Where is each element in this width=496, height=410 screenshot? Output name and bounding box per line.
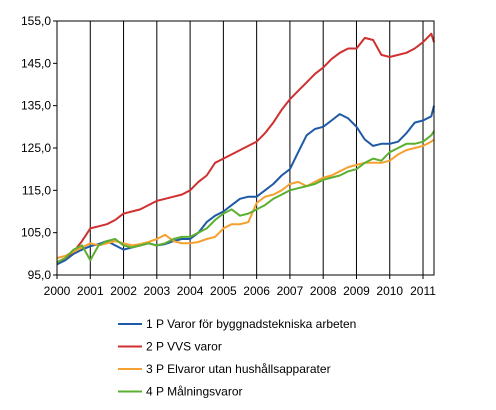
x-tick-label: 2007 (277, 284, 304, 298)
y-tick-label: 145,0 (21, 56, 51, 70)
legend-label-1: 1 P Varor för byggnadstekniska arbeten (146, 317, 356, 331)
x-tick-label: 2000 (44, 284, 71, 298)
x-tick-label: 2011 (410, 284, 436, 298)
x-tick-label: 2006 (243, 284, 270, 298)
y-tick-label: 125,0 (21, 141, 51, 155)
x-tick-label: 2010 (376, 284, 403, 298)
series-line-2 (56, 32, 435, 264)
legend-label-3: 3 P Elvaror utan hushållsapparater (146, 362, 331, 376)
x-tick-label: 2001 (77, 284, 104, 298)
x-tick-label: 2004 (177, 284, 204, 298)
x-tick-label: 2005 (210, 284, 237, 298)
x-tick-label: 2009 (343, 284, 370, 298)
y-tick-label: 95,0 (28, 268, 52, 282)
y-tick-label: 105,0 (21, 226, 51, 240)
y-axis-ticks: 95,0 105,0 115,0 125,0 135,0 145,0 155,0 (21, 14, 57, 282)
x-tick-label: 2002 (110, 284, 137, 298)
series-line-4 (56, 130, 435, 264)
x-tick-label: 2003 (143, 284, 170, 298)
grid-lines (56, 21, 424, 275)
x-axis-ticks: 2000 2001 2002 2003 2004 2005 2006 2007 2008 2009… (44, 275, 436, 298)
y-tick-label: 135,0 (21, 99, 51, 113)
series-lines (56, 32, 435, 266)
x-tick-label: 2008 (310, 284, 337, 298)
legend-label-4: 4 P Målningsvaror (146, 385, 243, 399)
series-line-1 (56, 105, 435, 266)
legend-label-2: 2 P VVS varor (146, 340, 222, 354)
legend: 1 P Varor för byggnadstekniska arbeten 2 … (118, 317, 356, 399)
y-tick-label: 155,0 (21, 14, 51, 28)
y-tick-label: 115,0 (22, 183, 51, 197)
